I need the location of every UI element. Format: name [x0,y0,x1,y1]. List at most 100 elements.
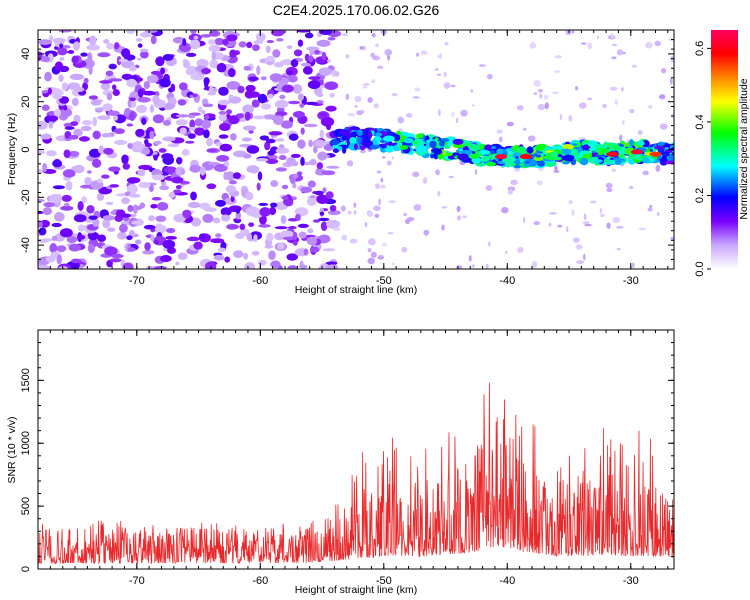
heatmap-cell [480,155,490,162]
heatmap-cell [554,165,558,172]
heatmap-cell [114,42,120,50]
heatmap-cell [162,119,171,126]
heatmap-cell [568,114,573,122]
heatmap-cell [183,60,191,69]
heatmap-cell [264,245,274,249]
heatmap-cell [238,41,247,48]
heatmap-cell [186,236,200,242]
heatmap-cell [573,237,580,243]
heatmap-cell [522,127,527,131]
heatmap-cell [225,185,237,194]
heatmap-cell [325,261,338,266]
heatmap-cell [92,130,101,140]
heatmap-cell [143,224,156,230]
heatmap-cell [397,116,405,124]
heatmap-cell [244,90,254,99]
heatmap-cell [62,169,76,178]
heatmap-cell [59,43,64,49]
heatmap-cell [583,213,587,221]
heatmap-cell [71,55,79,64]
heatmap-cell [203,77,210,85]
heatmap-cell [292,84,303,94]
heatmap-cell [105,201,114,206]
heatmap-cell [218,134,229,139]
heatmap-cell [374,213,380,218]
heatmap-cell [266,232,274,242]
heatmap-cell [581,42,587,45]
heatmap-cell [413,204,422,211]
heatmap-cell [434,137,439,141]
heatmap-cell [49,35,54,42]
heatmap-cell [150,234,155,242]
heatmap-cell [648,104,653,109]
x-tick-label: -40 [499,275,515,287]
heatmap-cell [49,243,58,253]
heatmap-cell [387,54,391,61]
heatmap-cell [505,250,508,255]
heatmap-cell [246,233,253,241]
heatmap-cell [325,191,334,200]
heatmap-cell [71,97,79,107]
heatmap-cell [326,165,340,169]
heatmap-cell [161,153,174,160]
heatmap-cell [305,101,318,106]
heatmap-cell [423,229,430,236]
heatmap-cell [127,247,136,252]
heatmap-cell [366,211,374,217]
heatmap-cell [636,157,644,161]
heatmap-cell [620,87,624,92]
heatmap-cell [97,178,103,184]
heatmap-cell [412,171,420,178]
heatmap-cell [45,150,57,157]
heatmap-cell [649,144,654,148]
heatmap-cell [274,99,289,109]
heatmap-cell [57,47,68,56]
heatmap-cell [496,129,503,134]
heatmap-cell [297,139,306,149]
heatmap-cell [342,32,348,37]
heatmap-cell [149,104,155,113]
heatmap-cell [360,149,366,154]
heatmap-cell [244,262,256,269]
heatmap-cell [628,186,634,189]
heatmap-cell [113,128,126,135]
heatmap-cell [257,93,268,104]
heatmap-cell [216,154,230,162]
heatmap-cell [416,139,424,143]
heatmap-cell [510,179,518,186]
heatmap-cell [90,100,102,106]
heatmap-cell [80,184,92,189]
heatmap-cell [622,119,625,126]
heatmap-cell [259,135,270,141]
heatmap-cell [631,64,638,68]
x-tick-label: -50 [376,575,392,587]
heatmap-cell [496,148,504,155]
heatmap-cell [51,235,58,241]
heatmap-cell [112,89,120,97]
heatmap-cell [637,130,643,136]
heatmap-cell [341,234,348,241]
heatmap-cell [190,217,202,227]
heatmap-cell [272,115,284,126]
heatmap-cell [151,196,162,201]
heatmap-cell [159,77,171,88]
heatmap-cell [232,172,241,179]
heatmap-cell [368,238,376,246]
heatmap-cell [127,142,133,149]
heatmap-cell [307,80,321,90]
heatmap-cell [649,204,653,208]
heatmap-cell [367,257,376,265]
heatmap-cell [253,234,258,243]
heatmap-cell [306,236,318,246]
heatmap-cell [108,78,123,82]
heatmap-cell [126,78,138,88]
heatmap-cell [612,157,623,165]
heatmap-cell [82,120,93,126]
heatmap-cell [61,82,69,91]
heatmap-cell [387,141,393,146]
heatmap-cell [271,30,285,37]
heatmap-cell [192,93,198,98]
heatmap-cell [239,223,246,231]
heatmap-cell [96,192,105,201]
heatmap-cell [175,261,180,266]
